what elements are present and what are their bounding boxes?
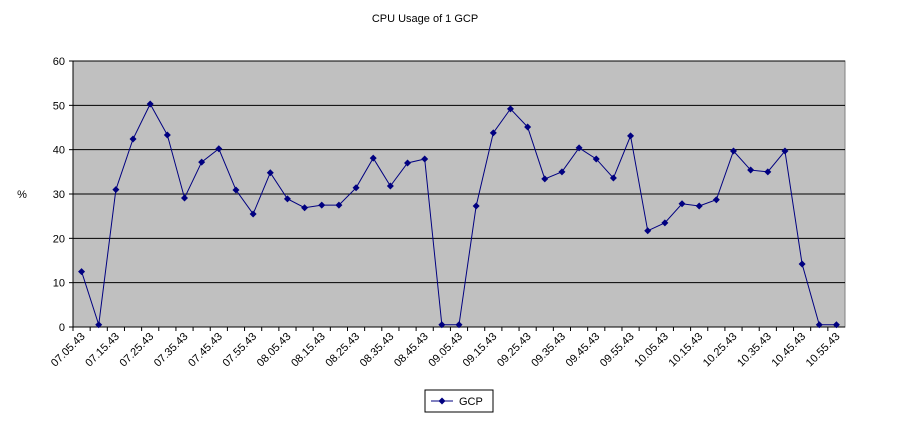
data-point <box>369 154 377 162</box>
x-tick-label: 07.15.43 <box>83 331 122 370</box>
data-point <box>798 260 806 268</box>
data-point <box>609 174 617 182</box>
data-point <box>524 123 532 131</box>
data-point <box>678 200 686 208</box>
x-tick-label: 10.25.43 <box>701 331 740 370</box>
x-tick-label: 09.45.43 <box>564 331 603 370</box>
data-point <box>112 186 120 194</box>
x-tick-label: 09.55.43 <box>598 331 637 370</box>
data-point <box>438 321 446 329</box>
data-point <box>729 147 737 155</box>
x-tick-label: 09.35.43 <box>529 331 568 370</box>
data-point <box>472 202 480 210</box>
data-point <box>455 321 463 329</box>
y-tick-label: 50 <box>53 100 65 112</box>
data-point <box>421 155 429 163</box>
data-point <box>215 145 223 153</box>
x-tick-label: 07.45.43 <box>186 331 225 370</box>
data-point <box>764 168 772 176</box>
data-point <box>815 321 823 329</box>
x-tick-label: 08.35.43 <box>358 331 397 370</box>
data-point <box>558 168 566 176</box>
x-tick-label: 09.25.43 <box>495 331 534 370</box>
data-point <box>129 135 137 143</box>
data-point <box>386 182 394 190</box>
data-point <box>747 166 755 174</box>
x-tick-label: 10.05.43 <box>632 331 671 370</box>
x-tick-label: 09.05.43 <box>426 331 465 370</box>
data-point <box>352 184 360 192</box>
x-tick-label: 10.45.43 <box>769 331 808 370</box>
data-point <box>712 196 720 204</box>
x-tick-label: 07.25.43 <box>118 331 157 370</box>
data-point <box>541 175 549 183</box>
data-point <box>506 105 514 113</box>
x-tick-label: 08.45.43 <box>392 331 431 370</box>
data-point <box>249 210 257 218</box>
data-point <box>266 169 274 177</box>
data-point <box>283 195 291 203</box>
data-point <box>146 100 154 108</box>
data-point <box>181 194 189 202</box>
data-point <box>592 155 600 163</box>
y-tick-label: 20 <box>53 233 65 245</box>
data-point <box>301 204 309 212</box>
y-tick-label: 60 <box>53 56 65 68</box>
chart-title: CPU Usage of 1 GCP <box>372 13 478 25</box>
legend-box <box>424 389 494 413</box>
legend-marker <box>438 397 446 405</box>
data-point <box>95 321 103 329</box>
x-tick-label: 07.55.43 <box>220 331 259 370</box>
data-point <box>318 201 326 209</box>
legend-label: GCP <box>459 396 483 408</box>
data-point <box>78 268 86 276</box>
y-tick-label: 0 <box>59 322 65 334</box>
y-axis-label: % <box>17 189 27 201</box>
data-point <box>644 227 652 235</box>
data-point <box>232 186 240 194</box>
data-point <box>163 131 171 139</box>
x-tick-label: 07.05.43 <box>49 331 88 370</box>
data-point <box>832 321 840 329</box>
data-point <box>781 147 789 155</box>
data-point <box>335 201 343 209</box>
x-tick-label: 08.05.43 <box>255 331 294 370</box>
data-point <box>489 129 497 137</box>
data-point <box>198 158 206 166</box>
y-tick-label: 30 <box>53 189 65 201</box>
x-tick-label: 08.25.43 <box>323 331 362 370</box>
data-point <box>404 159 412 167</box>
x-tick-label: 07.35.43 <box>152 331 191 370</box>
x-tick-label: 10.15.43 <box>667 331 706 370</box>
y-tick-label: 40 <box>53 145 65 157</box>
data-point <box>661 219 669 227</box>
data-point <box>575 144 583 152</box>
data-point <box>627 132 635 140</box>
x-tick-label: 08.15.43 <box>289 331 328 370</box>
x-tick-label: 09.15.43 <box>461 331 500 370</box>
data-point <box>695 202 703 210</box>
x-tick-label: 10.55.43 <box>804 331 843 370</box>
x-tick-label: 10.35.43 <box>735 331 774 370</box>
y-tick-label: 10 <box>53 278 65 290</box>
